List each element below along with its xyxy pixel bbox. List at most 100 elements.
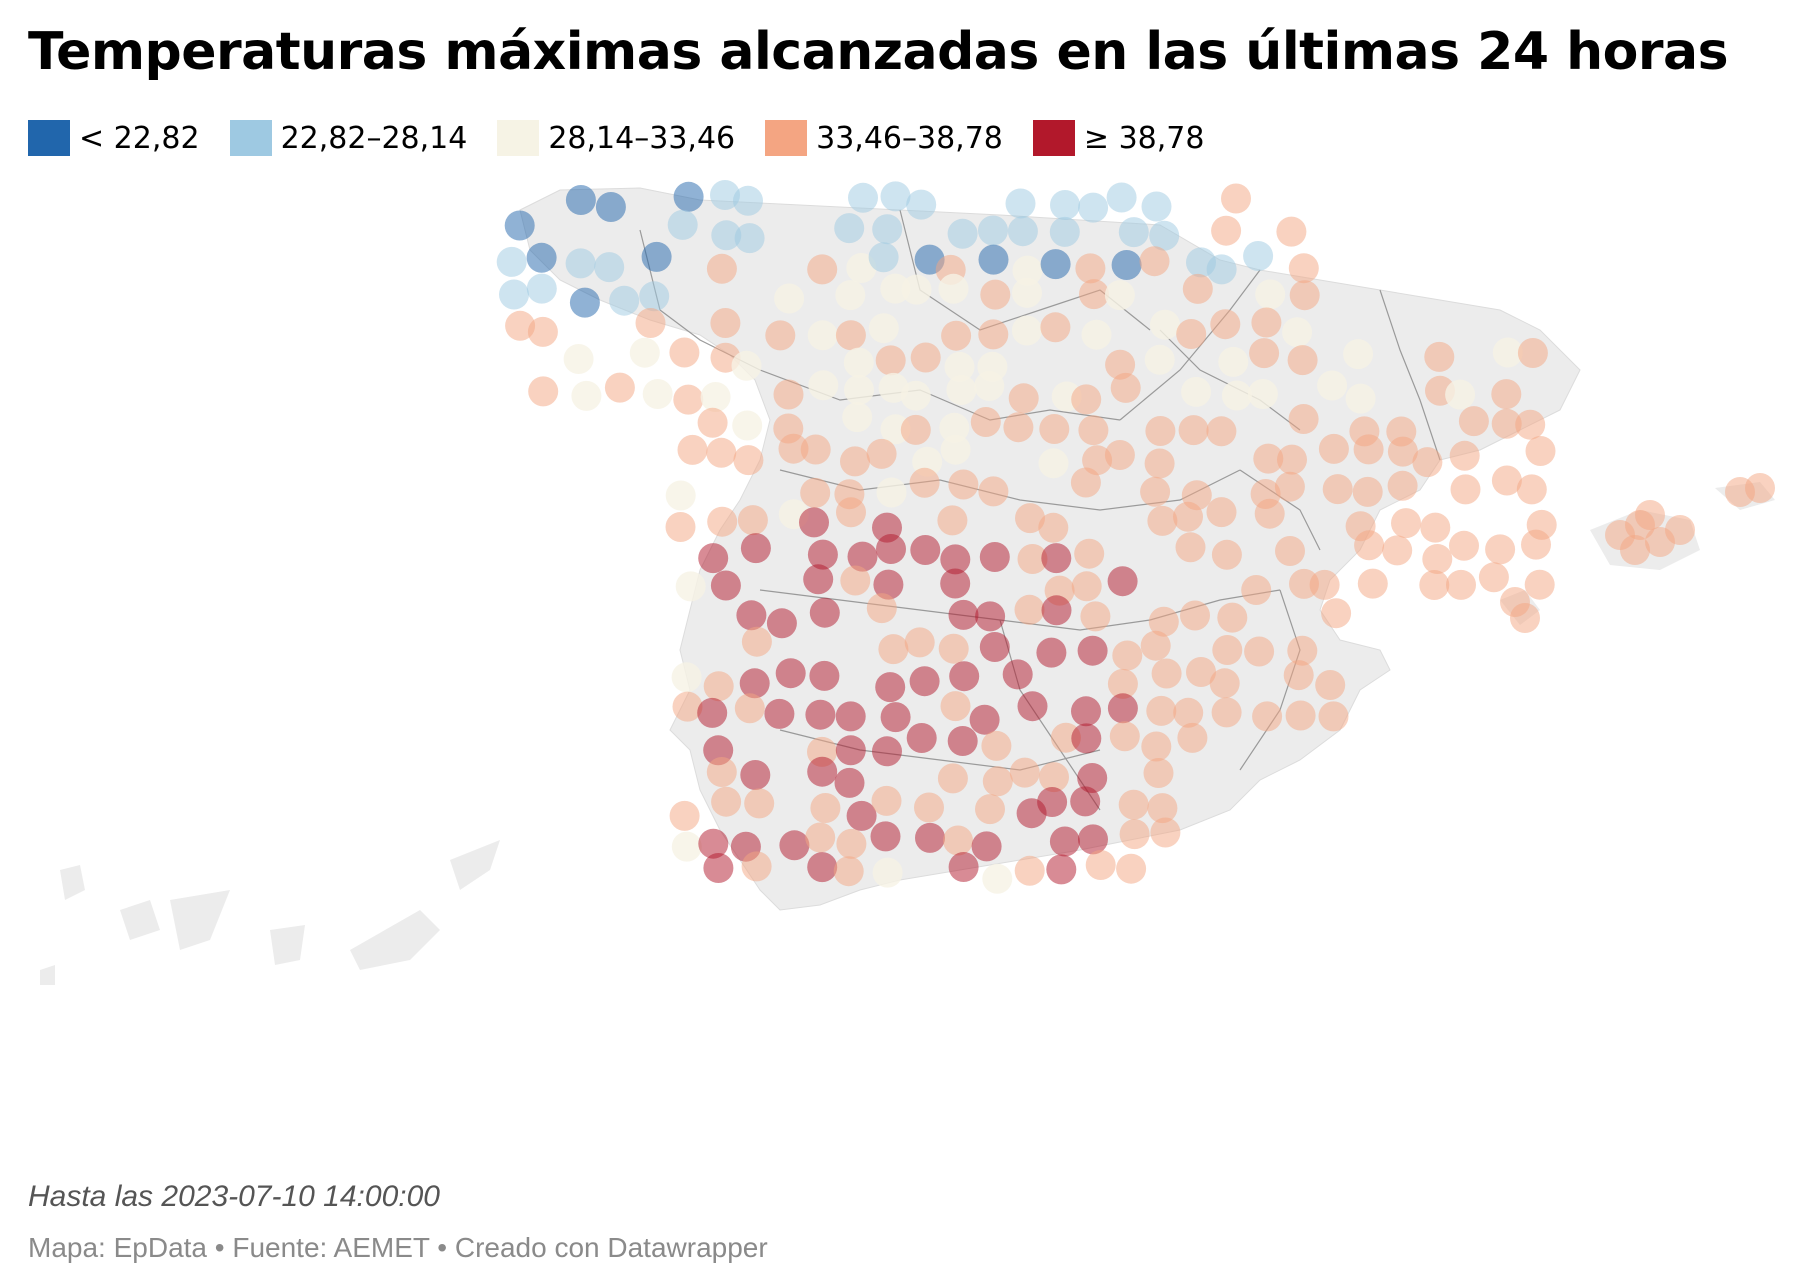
station-marker-cream[interactable] — [1247, 379, 1278, 409]
station-marker-orange[interactable] — [1079, 279, 1109, 310]
station-marker-red[interactable] — [975, 601, 1006, 632]
station-marker-cream[interactable] — [1012, 255, 1043, 286]
station-marker-red[interactable] — [1077, 635, 1108, 666]
station-marker-orange[interactable] — [1478, 562, 1509, 593]
station-marker-orange[interactable] — [1148, 606, 1179, 637]
station-marker-red[interactable] — [1041, 543, 1072, 574]
station-marker-red[interactable] — [979, 542, 1010, 572]
station-marker-orange[interactable] — [836, 828, 867, 859]
station-marker-cream[interactable] — [1012, 277, 1042, 308]
station-marker-red[interactable] — [1049, 826, 1080, 857]
station-marker-cream[interactable] — [982, 863, 1013, 894]
station-marker-blue-light[interactable] — [711, 220, 742, 251]
station-marker-orange[interactable] — [1017, 544, 1048, 574]
station-marker-cream[interactable] — [700, 382, 731, 412]
station-marker-orange[interactable] — [1105, 349, 1136, 380]
station-marker-blue-light[interactable] — [947, 218, 978, 249]
station-marker-orange[interactable] — [937, 763, 968, 794]
station-marker-orange[interactable] — [1287, 635, 1318, 666]
station-marker-orange[interactable] — [1485, 534, 1516, 565]
station-marker-orange[interactable] — [1110, 372, 1141, 403]
station-marker-orange[interactable] — [875, 345, 906, 376]
station-marker-orange[interactable] — [1173, 697, 1204, 728]
station-marker-orange[interactable] — [975, 794, 1005, 825]
station-marker-orange[interactable] — [981, 730, 1012, 761]
station-marker-orange[interactable] — [1144, 448, 1175, 479]
station-marker-orange[interactable] — [807, 254, 838, 285]
station-marker-blue-dark[interactable] — [978, 244, 1009, 275]
station-marker-blue-light[interactable] — [1243, 241, 1274, 271]
station-marker-cream[interactable] — [900, 380, 931, 411]
station-marker-cream[interactable] — [732, 410, 763, 441]
station-marker-orange[interactable] — [910, 342, 941, 373]
station-marker-red[interactable] — [809, 597, 840, 628]
station-marker-orange[interactable] — [665, 512, 696, 542]
station-marker-red[interactable] — [698, 543, 729, 574]
station-marker-cream[interactable] — [880, 273, 911, 304]
station-marker-red[interactable] — [803, 564, 834, 595]
station-marker-orange[interactable] — [1071, 384, 1102, 415]
station-marker-blue-light[interactable] — [1078, 192, 1109, 223]
station-marker-orange[interactable] — [1003, 412, 1034, 443]
station-marker-cream[interactable] — [946, 375, 977, 405]
station-marker-orange[interactable] — [1221, 183, 1251, 214]
station-marker-orange[interactable] — [1315, 670, 1346, 700]
station-marker-orange[interactable] — [677, 434, 708, 465]
station-marker-orange[interactable] — [1150, 817, 1181, 848]
station-marker-orange[interactable] — [1251, 307, 1282, 338]
station-marker-red[interactable] — [947, 726, 978, 756]
station-marker-orange[interactable] — [1387, 436, 1418, 467]
station-marker-orange[interactable] — [1119, 819, 1150, 850]
station-marker-cream[interactable] — [1218, 346, 1249, 377]
station-marker-orange[interactable] — [1139, 246, 1170, 277]
station-marker-red[interactable] — [834, 767, 865, 798]
station-marker-red[interactable] — [846, 800, 877, 831]
station-marker-orange[interactable] — [1321, 598, 1352, 629]
station-marker-orange[interactable] — [943, 825, 973, 856]
station-marker-cream[interactable] — [807, 320, 838, 351]
station-marker-cream[interactable] — [1221, 380, 1252, 411]
station-marker-orange[interactable] — [1118, 789, 1149, 820]
station-marker-blue-light[interactable] — [1005, 188, 1036, 219]
station-marker-orange[interactable] — [1180, 600, 1210, 631]
station-marker-red[interactable] — [1077, 763, 1108, 793]
station-marker-cream[interactable] — [629, 337, 660, 368]
station-marker-orange[interactable] — [1217, 602, 1248, 633]
station-marker-red[interactable] — [1071, 696, 1101, 727]
station-marker-orange[interactable] — [706, 253, 737, 284]
station-marker-orange[interactable] — [1458, 406, 1489, 437]
station-marker-orange[interactable] — [1449, 440, 1480, 471]
station-marker-orange[interactable] — [1212, 635, 1243, 665]
station-marker-orange[interactable] — [1449, 530, 1479, 561]
station-marker-orange[interactable] — [1274, 471, 1305, 502]
station-marker-cream[interactable] — [774, 283, 805, 314]
station-marker-red[interactable] — [979, 632, 1010, 662]
station-marker-blue-light[interactable] — [667, 209, 698, 240]
station-marker-orange[interactable] — [866, 438, 897, 469]
station-marker-blue-light[interactable] — [526, 273, 557, 304]
station-marker-blue-light[interactable] — [639, 281, 670, 312]
station-marker-orange[interactable] — [1516, 474, 1547, 505]
station-marker-orange[interactable] — [1140, 476, 1171, 507]
station-marker-red[interactable] — [1046, 854, 1077, 885]
station-marker-cream[interactable] — [1011, 315, 1042, 346]
station-marker-orange[interactable] — [1008, 383, 1039, 414]
station-marker-orange[interactable] — [1252, 701, 1283, 732]
station-marker-orange[interactable] — [697, 407, 728, 438]
station-marker-cream[interactable] — [1081, 319, 1112, 350]
station-marker-orange[interactable] — [1288, 404, 1319, 434]
station-marker-orange[interactable] — [733, 445, 764, 476]
station-marker-orange[interactable] — [978, 319, 1009, 350]
station-marker-red[interactable] — [847, 541, 878, 572]
station-marker-cream[interactable] — [1317, 370, 1348, 401]
station-marker-orange[interactable] — [1014, 855, 1045, 886]
station-marker-orange[interactable] — [1422, 544, 1453, 574]
station-marker-orange[interactable] — [1289, 280, 1320, 311]
station-marker-red[interactable] — [805, 699, 836, 730]
station-marker-red[interactable] — [807, 852, 838, 883]
station-marker-orange[interactable] — [840, 446, 870, 477]
station-marker-orange[interactable] — [1249, 338, 1280, 369]
station-marker-orange[interactable] — [1070, 467, 1101, 498]
station-marker-cream[interactable] — [872, 857, 903, 888]
station-marker-blue-dark[interactable] — [569, 287, 600, 318]
